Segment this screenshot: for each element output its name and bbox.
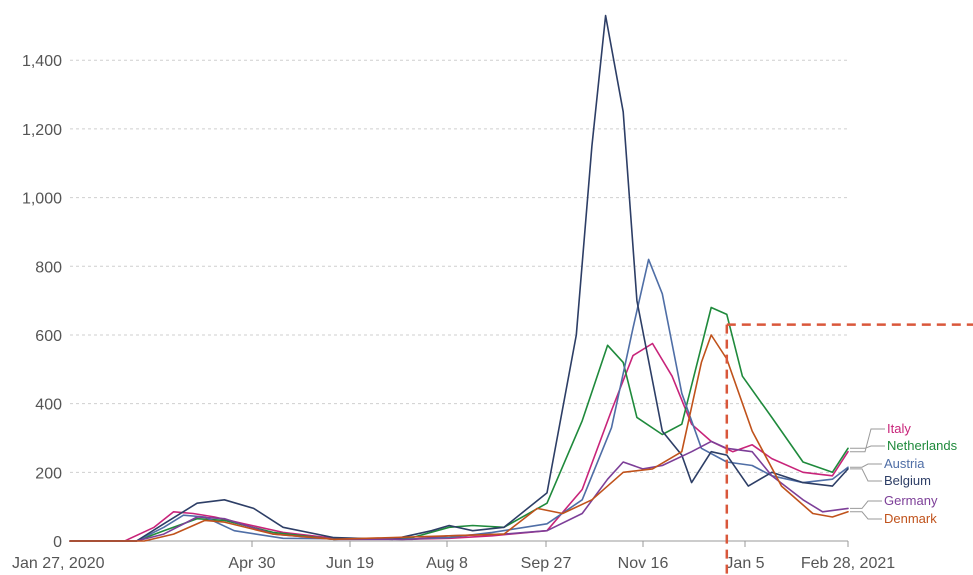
y-tick-label: 1,400 xyxy=(22,53,62,70)
legend-label-netherlands: Netherlands xyxy=(887,438,958,453)
y-tick-label: 800 xyxy=(35,259,62,276)
grid-lines xyxy=(70,59,848,473)
y-tick-label: 1,200 xyxy=(22,122,62,139)
y-tick-label: 600 xyxy=(35,328,62,345)
y-tick-label: 1,000 xyxy=(22,191,62,208)
y-tick-label: 200 xyxy=(35,465,62,482)
x-tick-label: Jan 5 xyxy=(725,555,764,572)
series-austria-line xyxy=(69,258,849,542)
x-tick-label: Jan 27, 2020 xyxy=(12,555,105,572)
legend-leader-germany xyxy=(850,500,882,509)
x-tick-label: Apr 30 xyxy=(228,555,275,572)
legend-leader-denmark xyxy=(850,511,882,520)
legend-leader-belgium xyxy=(850,468,882,482)
y-axis-ticks: 0 200 400 600 800 1,000 1,200 1,400 xyxy=(22,53,62,551)
y-tick-label: 400 xyxy=(35,397,62,414)
legend-label-denmark: Denmark xyxy=(884,511,937,526)
legend-leader-austria xyxy=(850,463,882,468)
legend-label-germany: Germany xyxy=(884,493,938,508)
series-italy-line xyxy=(69,342,849,542)
x-tick-label: Jun 19 xyxy=(326,555,374,572)
legend-leader-italy xyxy=(850,428,885,453)
reference-lines xyxy=(725,323,973,575)
legend-leader-netherlands xyxy=(850,445,885,449)
legend-label-belgium: Belgium xyxy=(884,473,931,488)
series-denmark-line xyxy=(69,334,849,542)
legend-label-austria: Austria xyxy=(884,456,925,471)
y-tick-label: 0 xyxy=(53,534,62,551)
x-tick-label: Nov 16 xyxy=(618,555,669,572)
x-tick-label: Feb 28, 2021 xyxy=(801,555,895,572)
x-tick-label: Sep 27 xyxy=(521,555,572,572)
series-lines xyxy=(69,14,849,542)
x-tick-label: Aug 8 xyxy=(426,555,468,572)
legend: Italy Netherlands Austria Belgium Germany Den… xyxy=(850,421,958,526)
legend-label-italy: Italy xyxy=(887,421,911,436)
series-belgium-line xyxy=(69,14,849,542)
x-axis-ticks: Jan 27, 2020 Apr 30 Jun 19 Aug 8 Sep 27 Nov 1… xyxy=(12,540,895,572)
series-netherlands-line xyxy=(69,306,849,542)
